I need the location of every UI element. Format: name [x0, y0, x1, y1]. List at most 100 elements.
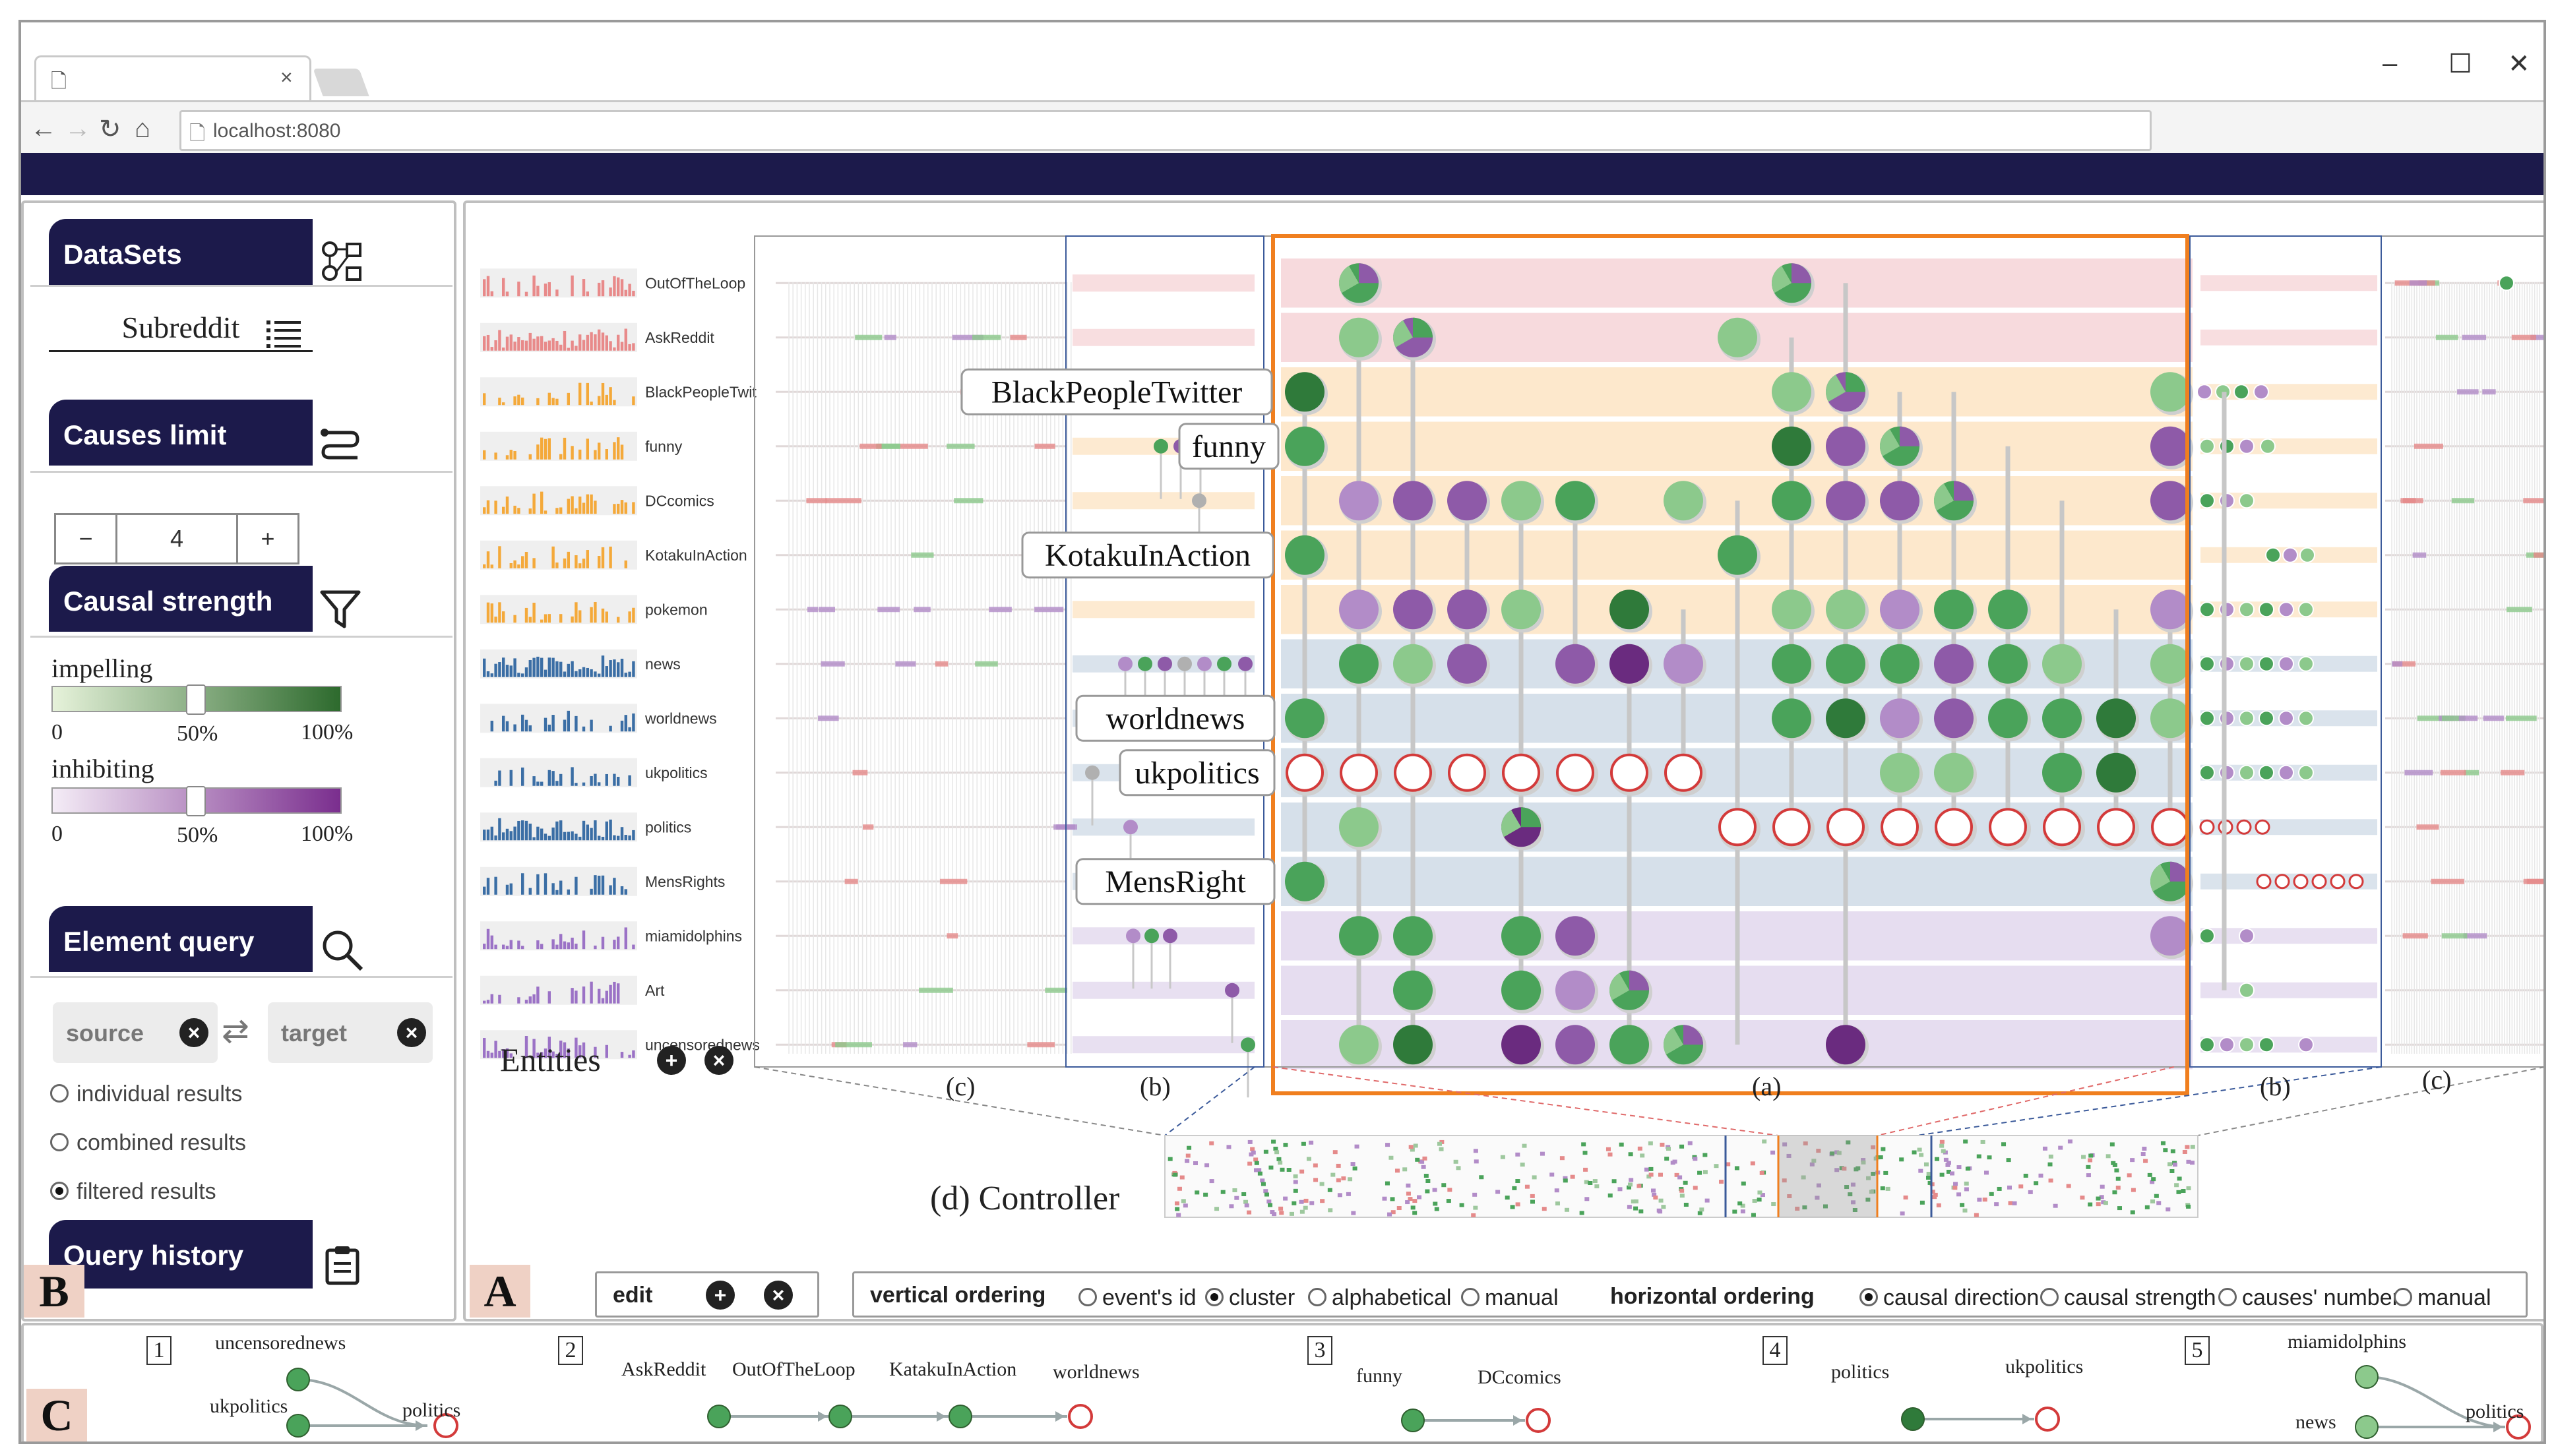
list-icon[interactable] — [266, 319, 301, 348]
history-number[interactable]: 4 — [1762, 1336, 1788, 1365]
controller-mark — [2174, 1183, 2179, 1188]
inhibiting-slider-thumb[interactable] — [186, 786, 206, 816]
controller-mark — [1175, 1207, 1180, 1211]
decrement-button[interactable]: − — [54, 513, 117, 564]
context-mark — [935, 661, 949, 667]
sparkline-bar — [483, 886, 486, 895]
filtered-results-radio[interactable] — [50, 1182, 69, 1200]
vertical-eventid-radio[interactable] — [1078, 1288, 1097, 1306]
individual-results-radio[interactable] — [50, 1084, 69, 1103]
delete-button[interactable]: × — [764, 1281, 793, 1310]
increment-button[interactable]: + — [236, 513, 299, 564]
history-node-label: ukpolitics — [2005, 1356, 2084, 1378]
controller-mark — [1880, 1186, 1885, 1191]
controller-mark — [1293, 1188, 1298, 1193]
region-label-a: (a) — [1752, 1072, 1782, 1101]
controller-mark — [1247, 1210, 1252, 1215]
history-number[interactable]: 2 — [558, 1336, 583, 1365]
minimize-button[interactable]: – — [2383, 49, 2398, 78]
entity-callout-label: KotakuInAction — [1045, 538, 1251, 573]
controller-mark — [2096, 1196, 2101, 1201]
clear-target-icon[interactable]: × — [397, 1018, 426, 1047]
sparkline-bar — [586, 550, 589, 568]
controller-mark — [1683, 1202, 1689, 1207]
new-tab-button[interactable] — [313, 69, 369, 96]
horizontal-strength-radio[interactable] — [2040, 1288, 2059, 1306]
impelling-slider-thumb[interactable] — [186, 684, 206, 715]
sparkline-bar — [532, 776, 536, 786]
controller-mark — [1320, 1199, 1325, 1203]
controller-mark — [1982, 1198, 1987, 1202]
add-entity-icon[interactable]: + — [657, 1046, 686, 1075]
horizontal-number-radio[interactable] — [2218, 1288, 2237, 1306]
b-target-node — [2274, 874, 2290, 890]
cause-node — [1772, 644, 1811, 684]
home-icon[interactable]: ⌂ — [135, 114, 151, 143]
forward-icon[interactable]: → — [65, 114, 91, 143]
entity-label: KotakuInAction — [645, 547, 747, 564]
add-button[interactable]: + — [706, 1281, 735, 1310]
vertical-manual-radio[interactable] — [1461, 1288, 1480, 1306]
entity-band — [1281, 258, 2193, 308]
sparkline-bar — [563, 437, 567, 460]
dataset-select[interactable]: Subreddit — [49, 310, 313, 352]
controller-mark — [1734, 1166, 1739, 1170]
sparkline-bar — [601, 875, 605, 895]
controller-mark — [2088, 1202, 2093, 1207]
swap-icon[interactable]: ⇄ — [222, 1012, 249, 1049]
controller-mark — [1658, 1172, 1663, 1177]
context-mark — [2483, 715, 2504, 721]
controller-mark — [2096, 1202, 2101, 1207]
context-mark — [895, 661, 916, 667]
controller-mark — [1309, 1140, 1314, 1145]
reload-icon[interactable]: ↻ — [99, 115, 121, 144]
horizontal-manual-radio[interactable] — [2394, 1288, 2412, 1306]
sparkline-bar — [620, 658, 624, 677]
horizontal-direction-radio[interactable] — [1859, 1288, 1878, 1306]
controller-mark — [2007, 1185, 2012, 1190]
vertical-cluster-radio[interactable] — [1205, 1288, 1224, 1306]
clear-source-icon[interactable]: × — [179, 1018, 208, 1047]
projection-line — [1164, 1066, 1255, 1136]
back-icon[interactable]: ← — [30, 114, 57, 143]
shapes-icon[interactable] — [319, 240, 365, 286]
sparkline-bar — [498, 770, 501, 786]
controller-mark — [1919, 1200, 1925, 1205]
search-icon[interactable] — [321, 928, 364, 972]
causes-limit-input[interactable]: 4 — [117, 513, 236, 564]
tick-label: 100% — [301, 822, 354, 846]
sparkline-bar — [559, 774, 563, 786]
sparkline-bar — [486, 928, 490, 950]
b-node — [2259, 601, 2274, 618]
browser-tab[interactable]: 🗋 × — [34, 55, 311, 100]
clipboard-icon[interactable] — [325, 1245, 360, 1286]
route-icon[interactable] — [319, 421, 361, 463]
controller-mark — [1628, 1182, 1633, 1187]
close-window-button[interactable]: ✕ — [2508, 49, 2530, 78]
combined-results-radio[interactable] — [50, 1133, 69, 1151]
sparkline-bar — [605, 394, 608, 406]
funnel-icon[interactable] — [319, 588, 361, 630]
mixed-node-slice — [1663, 1027, 1683, 1055]
controller-mark — [1512, 1186, 1517, 1190]
maximize-button[interactable]: ☐ — [2448, 49, 2472, 78]
cause-node — [2042, 644, 2082, 684]
controller-mark — [1387, 1212, 1392, 1217]
controller-mark — [2058, 1145, 2063, 1150]
history-number[interactable]: 3 — [1307, 1336, 1332, 1365]
source-input[interactable]: source — [53, 1002, 218, 1063]
remove-entity-icon[interactable]: × — [704, 1046, 733, 1075]
close-tab-icon[interactable]: × — [280, 65, 293, 89]
sparkline-bg — [480, 921, 637, 951]
controller-mark — [1936, 1203, 1941, 1207]
history-cause-node — [2355, 1365, 2379, 1389]
sparkline-bar — [620, 279, 624, 297]
sparkline-bar — [551, 883, 555, 895]
vertical-alphabetical-radio[interactable] — [1308, 1288, 1326, 1306]
history-number[interactable]: 1 — [146, 1336, 171, 1365]
history-number[interactable]: 5 — [2185, 1336, 2210, 1365]
sparkline-bar — [578, 449, 582, 460]
history-cause-node — [707, 1405, 731, 1428]
sparkline-bar — [605, 449, 608, 460]
address-bar[interactable]: 🗋 localhost:8080 — [179, 110, 2152, 151]
